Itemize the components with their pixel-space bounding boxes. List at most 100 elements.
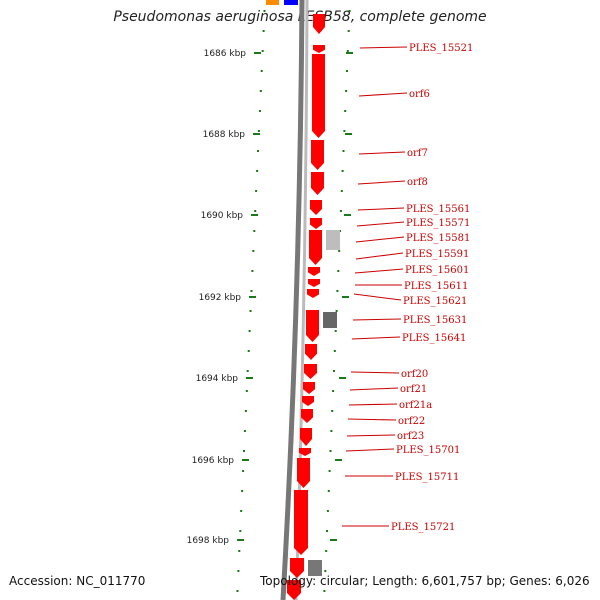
- gene-label: orf21: [400, 384, 427, 395]
- gene-arrow: [301, 409, 313, 423]
- gene-arrow: [300, 428, 312, 446]
- gene-label: orf22: [398, 416, 425, 427]
- rail-dot: [324, 570, 327, 572]
- rail-dot: [242, 470, 245, 472]
- rail-dot: [240, 510, 243, 512]
- top-blue-block: [284, 0, 298, 5]
- label-leader-line: [358, 92, 408, 97]
- label-leader-line: [355, 236, 405, 243]
- rail-dot: [243, 450, 245, 452]
- rail-dot: [241, 490, 244, 492]
- tick-label: 1688 kbp: [203, 130, 246, 140]
- label-leader-line: [359, 46, 408, 49]
- rail-dot: [347, 30, 350, 32]
- rail-dot: [250, 290, 253, 292]
- gene-label: orf23: [397, 431, 424, 442]
- tick-mark-right: [345, 133, 352, 135]
- rail-dot: [236, 590, 239, 592]
- tick-label: 1698 kbp: [187, 536, 230, 546]
- rail-dot: [257, 150, 259, 152]
- rail-dot: [256, 170, 259, 172]
- rail-dot: [247, 350, 250, 352]
- rail-dot: [346, 50, 349, 52]
- rail-dot: [253, 230, 256, 232]
- rail-dot: [335, 310, 338, 312]
- label-leader-line: [358, 151, 406, 155]
- rail-dot: [254, 210, 257, 212]
- gene-arrow: [290, 558, 304, 578]
- rail-dot: [258, 110, 261, 112]
- tick-mark-right: [330, 539, 337, 541]
- gene-arrow: [310, 200, 322, 215]
- gene-arrow: [308, 267, 320, 276]
- tick-mark-left: [253, 133, 260, 135]
- label-leader-line: [357, 180, 406, 185]
- gene-label: PLES_15621: [403, 296, 467, 307]
- gene-arrow: [302, 396, 314, 406]
- label-leader-line: [347, 418, 397, 421]
- rail-dot: [329, 450, 332, 452]
- axis-ticks: 1686 kbp 1688 kbp 1690 kbp 1692 kbp 1694 kbp…: [187, 49, 353, 546]
- label-leader-line: [355, 252, 404, 260]
- rail-dot: [326, 530, 328, 532]
- rail-dot: [341, 170, 344, 172]
- tick-mark-left: [251, 214, 258, 216]
- rail-dot: [327, 490, 330, 492]
- rail-dot: [255, 190, 258, 192]
- backbone-line-outer: [280, 0, 305, 600]
- gene-label: orf8: [407, 177, 428, 188]
- rail-dot: [248, 330, 251, 332]
- rail-dot: [245, 390, 248, 392]
- grey-feature-3: [308, 560, 322, 576]
- gene-arrow: [303, 382, 315, 394]
- rail-dot: [261, 50, 264, 52]
- rail-dot: [342, 150, 345, 152]
- label-leader-line: [357, 207, 405, 211]
- rail-dot: [332, 390, 335, 392]
- tick-label: 1686 kbp: [204, 49, 247, 59]
- rail-dot: [249, 310, 252, 312]
- label-leader-line: [350, 371, 400, 374]
- gene-arrow: [305, 344, 317, 360]
- tick-mark-left: [246, 377, 253, 379]
- rail-dot: [333, 350, 336, 352]
- gene-arrow: [306, 310, 319, 342]
- rail-dot: [336, 290, 339, 292]
- label-leader-line: [356, 221, 405, 227]
- label-leader-line: [351, 336, 401, 340]
- label-leader-line: [353, 293, 402, 301]
- tick-label: 1690 kbp: [201, 211, 244, 221]
- gene-arrow: [307, 289, 319, 298]
- grey-feature-2: [323, 312, 337, 328]
- rail-dot: [262, 30, 265, 32]
- dotted-rails: [236, 10, 351, 592]
- tick-mark-left: [237, 539, 244, 541]
- gene-label: orf20: [401, 369, 428, 380]
- rail-dot: [333, 370, 335, 372]
- topology-text: Topology: circular; Length: 6,601,757 bp…: [260, 574, 590, 588]
- rail-dot: [263, 10, 266, 12]
- top-orange-block: [266, 0, 279, 5]
- rail-dot: [323, 590, 326, 592]
- rail-dot: [243, 430, 246, 432]
- gene-label: PLES_15721: [391, 522, 455, 533]
- label-leader-line: [346, 434, 396, 437]
- gene-label: PLES_15561: [406, 204, 470, 215]
- label-leader-line: [349, 387, 399, 391]
- rail-dot: [238, 550, 241, 552]
- gene-label: PLES_15701: [396, 445, 460, 456]
- rail-dot: [343, 130, 346, 132]
- label-leader-line: [345, 448, 395, 452]
- gene-label: PLES_15571: [406, 218, 470, 229]
- gene-label: PLES_15591: [405, 249, 469, 260]
- tick-mark-right: [335, 459, 342, 461]
- rail-dot: [330, 430, 333, 432]
- rail-dot: [325, 550, 328, 552]
- gene-labels: PLES_15521 orf6 orf7 orf8 PLES_15561 PLES_155…: [342, 43, 473, 533]
- tick-mark-right: [346, 52, 353, 54]
- gene-label: orf7: [407, 148, 428, 159]
- grey-feature-1: [326, 230, 340, 250]
- gene-arrow: [299, 448, 311, 456]
- tick-mark-left: [254, 52, 261, 54]
